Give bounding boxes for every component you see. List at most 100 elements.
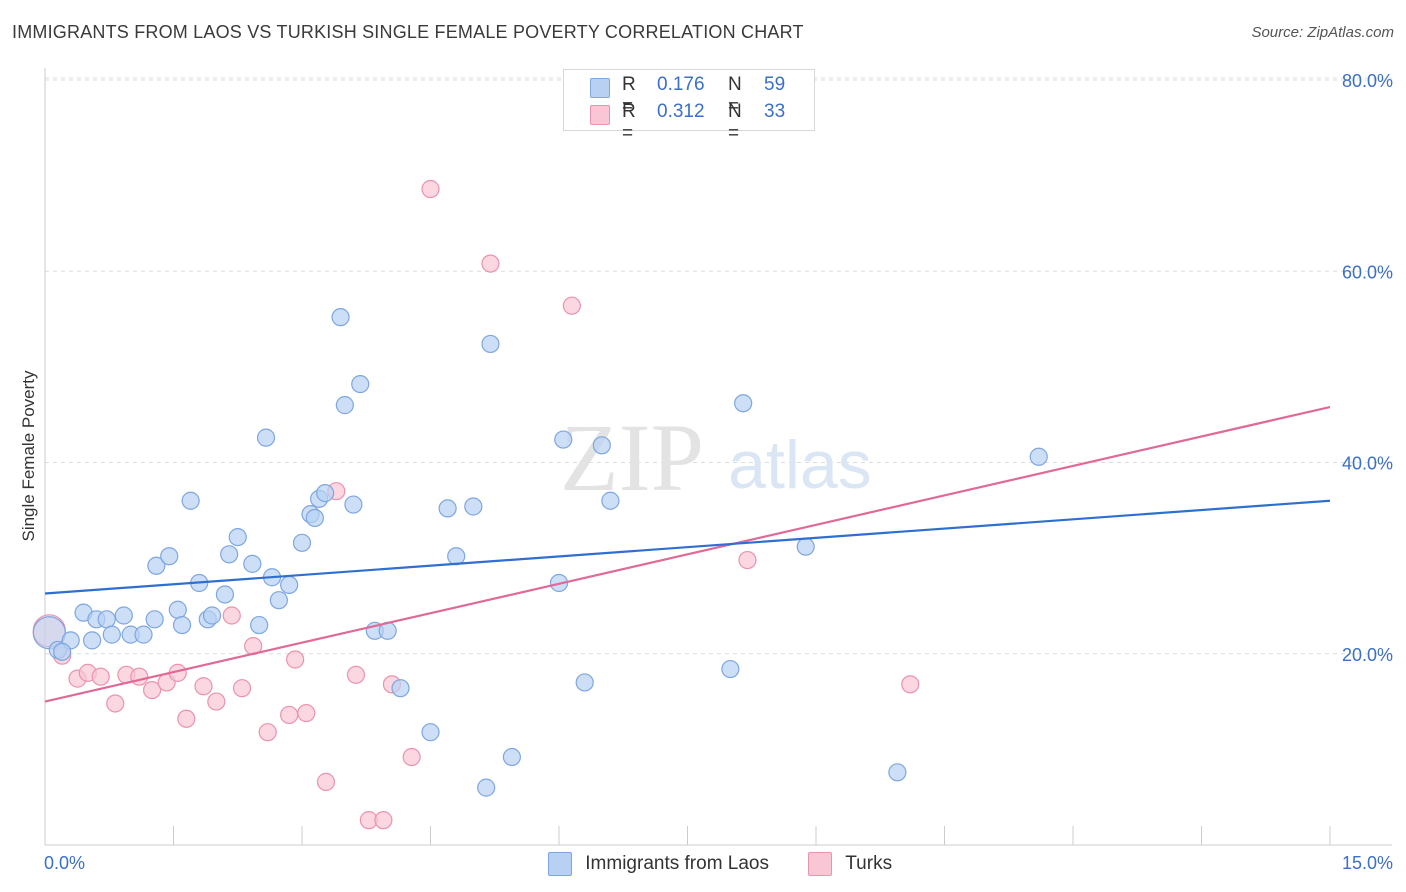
laos-point: [721, 659, 740, 679]
legend-label-turks: Turks: [845, 853, 893, 874]
turks-point: [402, 747, 421, 767]
laos-point: [1029, 447, 1048, 466]
laos-point: [243, 554, 262, 573]
tick-labels: 20.0% 40.0% 60.0% 80.0% 0.0% 15.0%: [44, 71, 1393, 873]
laos-point: [53, 642, 72, 661]
turks-point: [901, 675, 920, 694]
watermark: ZIP atlas: [560, 404, 872, 511]
laos-point: [447, 547, 466, 566]
turks-point: [421, 179, 440, 199]
laos-point: [134, 625, 153, 644]
y-tick-label: 20.0%: [1342, 645, 1393, 665]
laos-point: [464, 497, 483, 516]
turks-point: [177, 709, 196, 728]
correlation-legend: R = 0.176 N = 59 R = 0.312 N = 33: [563, 69, 815, 144]
laos-point: [202, 606, 222, 625]
legend-swatch-turks: [590, 105, 610, 125]
laos-point: [292, 533, 312, 552]
r-label-turks: R =: [622, 101, 636, 144]
legend-item-turks[interactable]: Turks: [808, 852, 892, 876]
turks-point: [142, 680, 162, 700]
r-value-turks: 0.312: [657, 101, 705, 122]
laos-point: [250, 615, 269, 635]
source-label: Source: ZipAtlas.com: [1251, 24, 1394, 41]
laos-point: [481, 334, 500, 354]
laos-point: [421, 723, 440, 742]
laos-point: [102, 625, 121, 644]
turks-point: [316, 772, 336, 791]
n-label-turks: N =: [728, 101, 742, 144]
laos-trend-line: [44, 499, 1331, 595]
turks-point: [258, 723, 277, 742]
turks-point: [286, 650, 305, 669]
laos-point: [305, 508, 324, 528]
laos-point: [601, 491, 620, 510]
laos-point: [796, 537, 815, 556]
turks-point: [194, 677, 213, 696]
laos-point: [344, 495, 363, 514]
laos-point: [316, 484, 335, 503]
turks-point: [232, 679, 252, 698]
turks-point: [346, 665, 366, 684]
laos-point: [228, 527, 247, 547]
watermark-atlas: atlas: [728, 427, 872, 503]
turks-point: [91, 667, 110, 686]
laos-point: [575, 673, 594, 692]
n-value-laos: 59: [764, 74, 786, 95]
laos-point: [147, 556, 166, 575]
r-value-laos: 0.176: [657, 74, 705, 95]
turks-point: [297, 703, 316, 723]
legend-label-laos: Immigrants from Laos: [585, 853, 770, 874]
laos-point: [220, 545, 239, 564]
laos-point: [335, 396, 354, 415]
laos-point: [502, 747, 521, 767]
turks-point: [207, 692, 226, 711]
laos-point: [438, 499, 457, 518]
laos-point: [168, 600, 187, 619]
laos-point: [160, 547, 179, 566]
legend-swatch-turks-bottom: [808, 852, 832, 876]
laos-point: [734, 394, 753, 413]
laos-point: [280, 575, 299, 595]
chart-title: IMMIGRANTS FROM LAOS VS TURKISH SINGLE F…: [12, 22, 804, 42]
y-axis-label: Single Female Poverty: [19, 370, 38, 542]
watermark-zip: ZIP: [560, 404, 704, 511]
turks-point: [130, 667, 149, 686]
trend-lines: [44, 405, 1331, 703]
turks-point: [481, 254, 500, 273]
turks-trend-line: [44, 405, 1331, 703]
laos-point: [181, 491, 200, 510]
x-tick-label-min: 0.0%: [44, 853, 85, 873]
r-label-laos: R =: [622, 74, 636, 117]
laos-point: [888, 763, 907, 782]
laos-point: [145, 610, 164, 629]
laos-point: [172, 615, 192, 635]
n-label-laos: N =: [728, 74, 742, 117]
laos-point: [97, 610, 116, 629]
n-value-turks: 33: [764, 101, 786, 122]
laos-point: [592, 436, 611, 455]
legend-swatch-laos: [590, 78, 610, 98]
turks-point: [562, 296, 581, 315]
laos-point: [256, 428, 276, 447]
laos-point: [331, 308, 350, 327]
turks-point: [374, 811, 393, 830]
turks-point: [222, 606, 241, 625]
legend-swatch-laos-bottom: [548, 852, 572, 876]
turks-point: [106, 694, 125, 713]
laos-point: [554, 430, 573, 449]
laos-point: [391, 679, 410, 698]
laos-point: [477, 778, 496, 797]
legend-item-laos[interactable]: Immigrants from Laos: [548, 852, 769, 876]
laos-point: [83, 631, 102, 650]
turks-point: [280, 705, 299, 725]
y-tick-label: 60.0%: [1342, 262, 1393, 282]
laos-point: [114, 606, 133, 625]
x-tick-label-max: 15.0%: [1342, 853, 1393, 873]
laos-point: [351, 374, 370, 394]
turks-point: [738, 550, 757, 570]
laos-point: [269, 591, 288, 610]
y-tick-label: 80.0%: [1342, 71, 1393, 91]
laos-point: [215, 585, 234, 604]
